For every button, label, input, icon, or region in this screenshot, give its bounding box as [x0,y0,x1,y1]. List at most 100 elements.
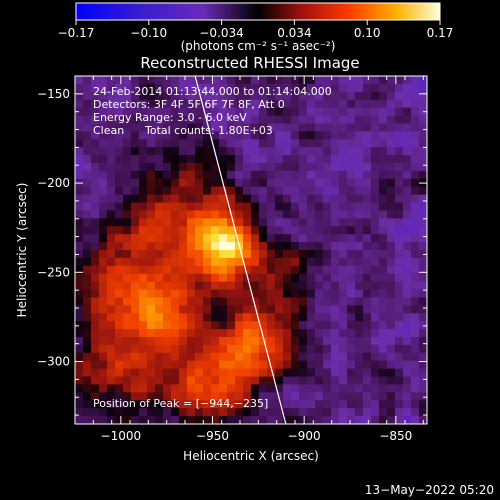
heatmap-cell [403,155,412,164]
heatmap-cell [299,202,308,212]
heatmap-cell [403,250,412,259]
heatmap-cell [219,250,228,259]
heatmap-cell [211,210,220,219]
heatmap-cell [147,83,156,93]
heatmap-cell [299,139,308,148]
heatmap-cell [291,91,300,101]
heatmap-cell [91,226,100,235]
heatmap-cell [211,83,220,93]
heatmap-cell [235,115,244,125]
heatmap-cell [163,281,172,291]
heatmap-cell [315,289,324,299]
heatmap-cell [283,115,292,125]
heatmap-cell [91,376,100,386]
heatmap-cell [275,155,284,164]
heatmap-cell [147,337,156,346]
heatmap-cell [291,400,300,409]
heatmap-cell [267,242,276,251]
heatmap-cell [411,392,420,401]
heatmap-cell [163,250,172,259]
heatmap-cell [219,76,228,85]
heatmap-cell [163,155,172,164]
heatmap-cell [155,392,164,401]
heatmap-cell [243,178,252,188]
heatmap-cell [371,376,380,386]
heatmap-cell [331,360,340,370]
heatmap-cell [291,297,300,306]
heatmap-cell [259,131,268,140]
heatmap-cell [235,218,244,227]
heatmap-cell [83,83,92,93]
heatmap-cell [187,297,196,306]
heatmap-cell [291,202,300,212]
heatmap-cell [315,186,324,196]
heatmap-cell [315,194,324,204]
heatmap-cell [139,83,148,93]
heatmap-cell [195,416,204,424]
heatmap-cell [275,337,284,346]
heatmap-cell [355,242,364,251]
heatmap-cell [267,265,276,275]
heatmap-cell [83,250,92,259]
heatmap-cell [75,376,84,386]
heatmap-cell [235,305,244,314]
heatmap-cell [147,115,156,125]
heatmap-cell [251,289,260,299]
heatmap-cell [283,186,292,196]
heatmap-cell [139,218,148,227]
heatmap-cell [203,265,212,275]
heatmap-cell [131,257,140,267]
heatmap-cell [227,352,236,362]
heatmap-cell [323,273,332,283]
heatmap-cell [195,321,204,330]
heatmap-cell [379,234,388,243]
heatmap-cell [379,400,388,409]
heatmap-cell [275,400,284,409]
heatmap-cell [259,226,268,235]
heatmap-cell [411,337,420,346]
heatmap-cell [171,352,180,362]
heatmap-cell [203,273,212,283]
heatmap-cell [123,384,132,393]
heatmap-cell [395,242,404,251]
heatmap-cell [243,250,252,259]
heatmap-cell [339,321,348,330]
heatmap-cell [99,123,108,132]
heatmap-cell [91,321,100,330]
heatmap-cell [283,91,292,101]
heatmap-cell [131,234,140,243]
heatmap-cell [179,170,188,180]
heatmap-cell [395,170,404,180]
heatmap-cell [147,281,156,291]
heatmap-cell [219,305,228,314]
heatmap-cell [131,186,140,196]
heatmap-cell [355,155,364,164]
heatmap-cell [195,186,204,196]
heatmap-cell [331,91,340,101]
heatmap-cell [299,273,308,283]
heatmap-cell [203,202,212,212]
heatmap-cell [323,115,332,125]
heatmap-cell [115,416,124,424]
heatmap-cell [155,194,164,204]
heatmap-cell [155,329,164,338]
heatmap-cell [403,352,412,362]
heatmap-cell [323,416,332,424]
heatmap-cell [75,155,84,164]
heatmap-cell [179,147,188,156]
heatmap-cell [195,265,204,275]
heatmap-cell [371,400,380,409]
heatmap-cell [331,194,340,204]
heatmap-cell [163,305,172,314]
heatmap-cell [403,400,412,409]
heatmap-cell [251,250,260,259]
heatmap-cell [115,178,124,188]
heatmap-cell [123,265,132,275]
heatmap-cell [411,155,420,164]
heatmap-cell [387,218,396,227]
heatmap-cell [259,178,268,188]
heatmap-cell [347,123,356,132]
colorbar-tick-label: 0.034 [277,26,311,40]
heatmap-cell [187,313,196,322]
heatmap-cell [243,123,252,132]
